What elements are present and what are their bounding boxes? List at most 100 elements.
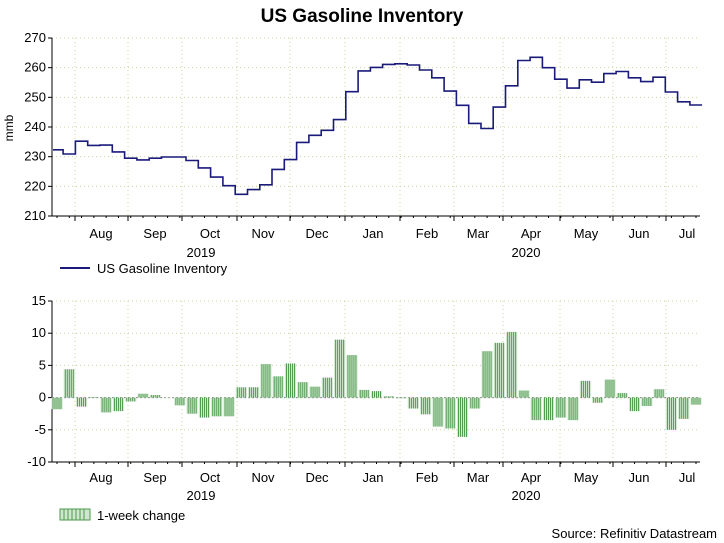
change-bar bbox=[641, 397, 653, 406]
change-month-label: Dec bbox=[305, 470, 329, 485]
change-bar bbox=[51, 397, 63, 410]
inventory-month-label: May bbox=[574, 226, 599, 241]
change-bar bbox=[420, 397, 432, 415]
change-bar bbox=[678, 397, 690, 419]
inventory-y-tick: 260 bbox=[24, 60, 46, 75]
change-y-tick: -5 bbox=[34, 422, 46, 437]
change-y-tick: 5 bbox=[39, 357, 46, 372]
change-bar bbox=[174, 397, 186, 406]
change-month-label: Mar bbox=[467, 470, 490, 485]
change-month-label: Feb bbox=[416, 470, 438, 485]
inventory-year-label: 2019 bbox=[187, 245, 216, 260]
inventory-y-tick: 240 bbox=[24, 119, 46, 134]
change-bar bbox=[690, 397, 702, 405]
y-axis-label: mmb bbox=[2, 114, 16, 141]
inventory-panel: 270 260 250 240 230 220 210 Aug Sep Oct Nov Dec Jan F… bbox=[24, 30, 703, 260]
change-bar bbox=[112, 397, 125, 412]
chart-title: US Gasoline Inventory bbox=[261, 6, 464, 27]
change-bar bbox=[211, 397, 223, 417]
change-bar bbox=[616, 393, 628, 398]
inventory-month-label: Sep bbox=[143, 226, 166, 241]
change-bar bbox=[223, 397, 235, 417]
source-note: Source: Refinitiv Datastream bbox=[552, 526, 717, 541]
change-month-label: Jun bbox=[629, 470, 650, 485]
change-month-label: Jul bbox=[679, 470, 696, 485]
change-bar bbox=[321, 377, 333, 398]
inventory-month-label: Nov bbox=[251, 226, 275, 241]
change-bar bbox=[432, 397, 444, 427]
change-y-tick: 15 bbox=[32, 293, 46, 308]
change-bar bbox=[653, 389, 665, 398]
change-bar bbox=[456, 397, 469, 437]
inventory-month-label: Jun bbox=[629, 226, 650, 241]
weekly-change-panel: 15 10 5 0 -5 -10 Aug Sep Oct Nov Dec Jan Feb Mar Apr Ma… bbox=[27, 293, 702, 503]
change-month-label: Sep bbox=[143, 470, 166, 485]
change-month-label: Jan bbox=[363, 470, 384, 485]
change-bar bbox=[542, 397, 555, 421]
inventory-year-label: 2020 bbox=[512, 245, 541, 260]
inventory-month-label: Jan bbox=[363, 226, 384, 241]
change-bar bbox=[604, 379, 616, 398]
inventory-month-label: Jul bbox=[679, 226, 696, 241]
change-bar bbox=[63, 369, 75, 398]
change-bar bbox=[309, 386, 321, 398]
change-bar bbox=[248, 387, 260, 398]
change-bar bbox=[334, 339, 346, 398]
change-bar bbox=[518, 390, 530, 398]
change-bar bbox=[272, 376, 284, 398]
inventory-month-label: Aug bbox=[89, 226, 112, 241]
change-bar bbox=[555, 397, 567, 418]
change-bar bbox=[469, 397, 481, 409]
change-month-label: Oct bbox=[200, 470, 221, 485]
inventory-month-label: Oct bbox=[200, 226, 221, 241]
change-bar bbox=[579, 380, 592, 398]
inventory-y-tick: 250 bbox=[24, 89, 46, 104]
change-bar bbox=[149, 395, 161, 398]
change-month-label: Nov bbox=[251, 470, 275, 485]
change-bar bbox=[592, 397, 604, 403]
line-legend-label: US Gasoline Inventory bbox=[97, 261, 228, 276]
line-legend: US Gasoline Inventory bbox=[60, 261, 228, 276]
change-y-tick: 0 bbox=[39, 390, 46, 405]
inventory-y-tick: 270 bbox=[24, 30, 46, 45]
change-bar bbox=[100, 397, 112, 413]
change-bar bbox=[444, 397, 456, 429]
change-bar bbox=[186, 397, 198, 414]
inventory-month-label: Feb bbox=[416, 226, 438, 241]
inventory-y-tick: 220 bbox=[24, 178, 46, 193]
inventory-month-label: Mar bbox=[467, 226, 490, 241]
change-bar bbox=[665, 397, 678, 430]
change-bar bbox=[75, 397, 88, 407]
change-y-tick: 10 bbox=[32, 325, 46, 340]
change-month-label: May bbox=[574, 470, 599, 485]
change-bar bbox=[395, 397, 407, 399]
change-bar bbox=[530, 397, 542, 421]
change-bar bbox=[628, 397, 641, 412]
inventory-y-tick: 230 bbox=[24, 149, 46, 164]
change-y-tick: -10 bbox=[27, 454, 46, 469]
change-year-label: 2020 bbox=[512, 488, 541, 503]
change-bar bbox=[567, 397, 579, 421]
inventory-month-label: Apr bbox=[521, 226, 542, 241]
change-bar bbox=[346, 355, 358, 398]
change-bar bbox=[383, 396, 395, 398]
bar-legend-label: 1-week change bbox=[97, 508, 185, 523]
inventory-y-tick: 210 bbox=[24, 208, 46, 223]
inventory-month-label: Dec bbox=[305, 226, 329, 241]
change-year-label: 2019 bbox=[187, 488, 216, 503]
change-bar bbox=[481, 351, 493, 398]
inventory-line bbox=[53, 56, 703, 196]
bar-legend-swatch bbox=[59, 508, 91, 521]
change-bar bbox=[235, 387, 247, 398]
change-bar bbox=[370, 391, 383, 398]
change-bar bbox=[162, 397, 174, 399]
change-month-label: Aug bbox=[89, 470, 112, 485]
change-bar bbox=[198, 397, 211, 418]
change-bar bbox=[125, 397, 137, 402]
change-bar bbox=[506, 331, 518, 398]
change-bar bbox=[297, 382, 309, 398]
change-bar bbox=[407, 397, 419, 409]
change-bar bbox=[284, 363, 297, 398]
change-bar bbox=[260, 364, 272, 398]
